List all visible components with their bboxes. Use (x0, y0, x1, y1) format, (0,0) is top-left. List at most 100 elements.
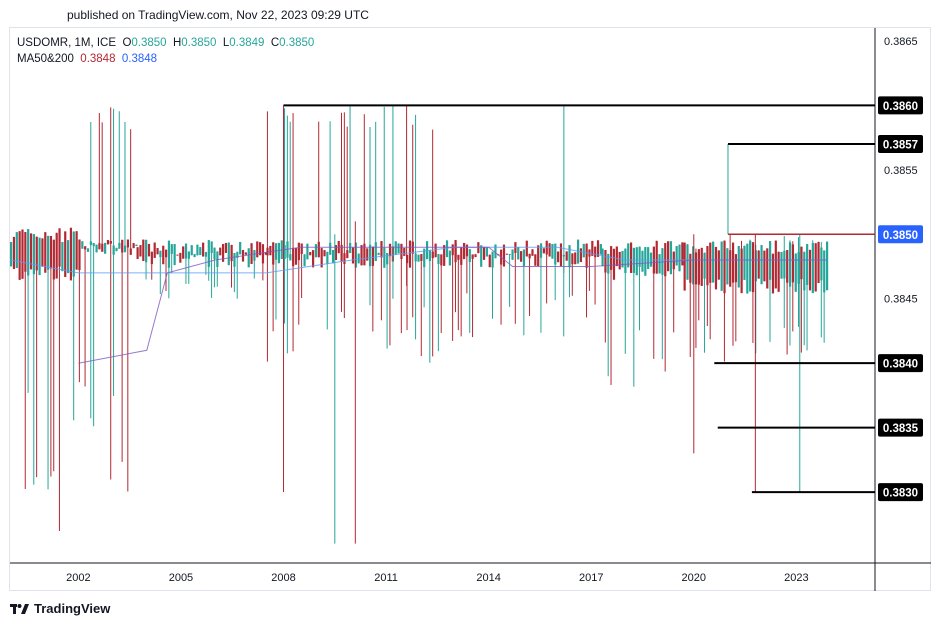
candle-down (502, 244, 506, 267)
candle-body (261, 244, 265, 264)
chart-frame (9, 27, 931, 591)
candle-body (92, 242, 95, 247)
candle-down (400, 243, 403, 334)
candle-up (277, 242, 281, 264)
candle-up (607, 253, 610, 377)
candle-body (471, 254, 474, 259)
candle-body (221, 244, 225, 262)
candle-up (239, 241, 242, 255)
candle-down (78, 239, 81, 383)
candle-down (672, 251, 675, 333)
candle-down (162, 245, 165, 265)
candle-up (213, 247, 216, 288)
candle-down (808, 249, 812, 291)
candle-down (531, 249, 534, 256)
candle-body (683, 242, 686, 291)
candle-down (35, 236, 38, 478)
candle-up (10, 241, 13, 267)
close-label: C (270, 37, 280, 49)
candle-up (638, 246, 641, 331)
candle-down (98, 113, 101, 250)
candle-body (689, 253, 692, 283)
candle-body (366, 248, 369, 261)
candle-body (678, 244, 681, 272)
candle-body (283, 245, 286, 259)
candle-up (196, 244, 199, 256)
candle-up (568, 245, 571, 298)
candle-down (431, 129, 434, 357)
candle-up (468, 249, 471, 333)
level-badge-text: 0.3857 (883, 140, 918, 152)
candle-body (129, 248, 132, 255)
candle-body (346, 250, 349, 259)
candle-body (488, 254, 491, 268)
candle-down (683, 242, 686, 291)
candle-body (159, 250, 162, 258)
candle-body (202, 242, 205, 257)
candle-body (591, 240, 594, 256)
candle-down (366, 248, 369, 261)
candle-body (763, 250, 766, 282)
candle-down (49, 235, 53, 477)
candle-down (791, 241, 795, 332)
candle-body (153, 242, 156, 258)
candle-body (10, 241, 13, 267)
candle-up (624, 248, 627, 354)
candle-body (101, 243, 104, 252)
candle-up (692, 246, 695, 285)
candle-down (44, 232, 47, 273)
candle-down (121, 239, 124, 462)
candle-body (269, 245, 272, 256)
candle-down (800, 246, 803, 353)
level-badge: 0.3857 (878, 135, 923, 154)
candle-up (794, 253, 797, 292)
candle-body (457, 254, 460, 260)
candle-body (386, 253, 389, 265)
candle-down (559, 243, 563, 267)
candle-body (164, 249, 168, 258)
candle-body (213, 247, 216, 260)
candle-body (266, 247, 269, 256)
candle-body (534, 254, 537, 266)
candle-body (440, 254, 443, 266)
candle-body (329, 242, 332, 255)
candle-body (207, 240, 210, 267)
candle-body (297, 242, 300, 261)
candle-down (269, 245, 272, 256)
candle-body (182, 246, 185, 259)
candle-down (714, 246, 718, 290)
candle-body (38, 237, 41, 276)
candle-up (491, 251, 494, 319)
candle-body (66, 240, 70, 274)
candle-down (557, 251, 560, 263)
candle-body (557, 251, 560, 263)
candle-body (21, 229, 24, 279)
candle-body (414, 253, 417, 262)
candle-body (326, 251, 329, 265)
candle-body (771, 253, 775, 294)
tradingview-logo[interactable]: TradingView (10, 601, 110, 616)
candle-body (519, 251, 523, 262)
candle-body (15, 232, 18, 269)
candle-up (517, 247, 520, 260)
candle-body (253, 249, 256, 261)
candle-up (303, 254, 306, 267)
candle-down (340, 112, 343, 312)
candle-up (661, 248, 664, 360)
x-tick-label: 2011 (374, 572, 398, 584)
candle-body (112, 245, 115, 255)
candle-body (354, 242, 357, 268)
candle-body (692, 246, 695, 285)
candle-body (615, 246, 618, 267)
candle-body (451, 244, 454, 256)
candle-body (75, 231, 78, 270)
candle-down (786, 250, 789, 355)
candle-up (135, 244, 138, 247)
candle-up (306, 243, 309, 260)
candle-body (675, 246, 678, 266)
candle-down (300, 243, 303, 299)
candle-body (95, 244, 98, 253)
candle-body (548, 243, 551, 257)
candle-body (193, 254, 196, 258)
